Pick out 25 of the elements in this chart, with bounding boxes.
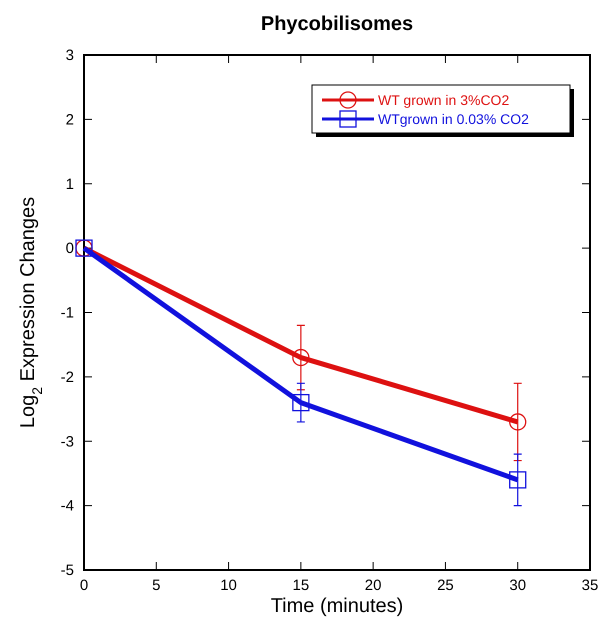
x-tick-label: 15 bbox=[292, 577, 310, 594]
x-tick-label: 25 bbox=[437, 577, 454, 594]
y-tick-label: -5 bbox=[60, 562, 74, 579]
y-tick-label: 1 bbox=[66, 176, 74, 193]
y-tick-label: 2 bbox=[66, 111, 74, 128]
y-tick-label: -2 bbox=[60, 368, 74, 386]
point bbox=[509, 413, 526, 431]
point bbox=[292, 394, 310, 412]
x-tick-label: 5 bbox=[152, 577, 160, 594]
point bbox=[292, 348, 310, 366]
y-tick-label: -1 bbox=[60, 304, 74, 322]
x-tick-label: 20 bbox=[364, 577, 382, 594]
y-tick-label: 3 bbox=[66, 47, 74, 64]
x-tick-label: 10 bbox=[220, 577, 237, 594]
legend-label: WTgrown in 0.03% CO2 bbox=[378, 111, 530, 127]
legend-label: WT grown in 3%CO2 bbox=[378, 92, 510, 108]
y-tick-label: -3 bbox=[60, 433, 74, 450]
x-tick-label: 30 bbox=[509, 577, 526, 594]
x-axis-title: Time (minutes) bbox=[270, 595, 404, 617]
point bbox=[509, 471, 526, 489]
y-tick-label: -4 bbox=[60, 498, 74, 515]
y-tick-label: 0 bbox=[66, 240, 74, 258]
chart-title: Phycobilisomes bbox=[260, 13, 414, 35]
x-tick-label: 35 bbox=[582, 577, 598, 594]
x-tick-label: 0 bbox=[80, 577, 88, 594]
